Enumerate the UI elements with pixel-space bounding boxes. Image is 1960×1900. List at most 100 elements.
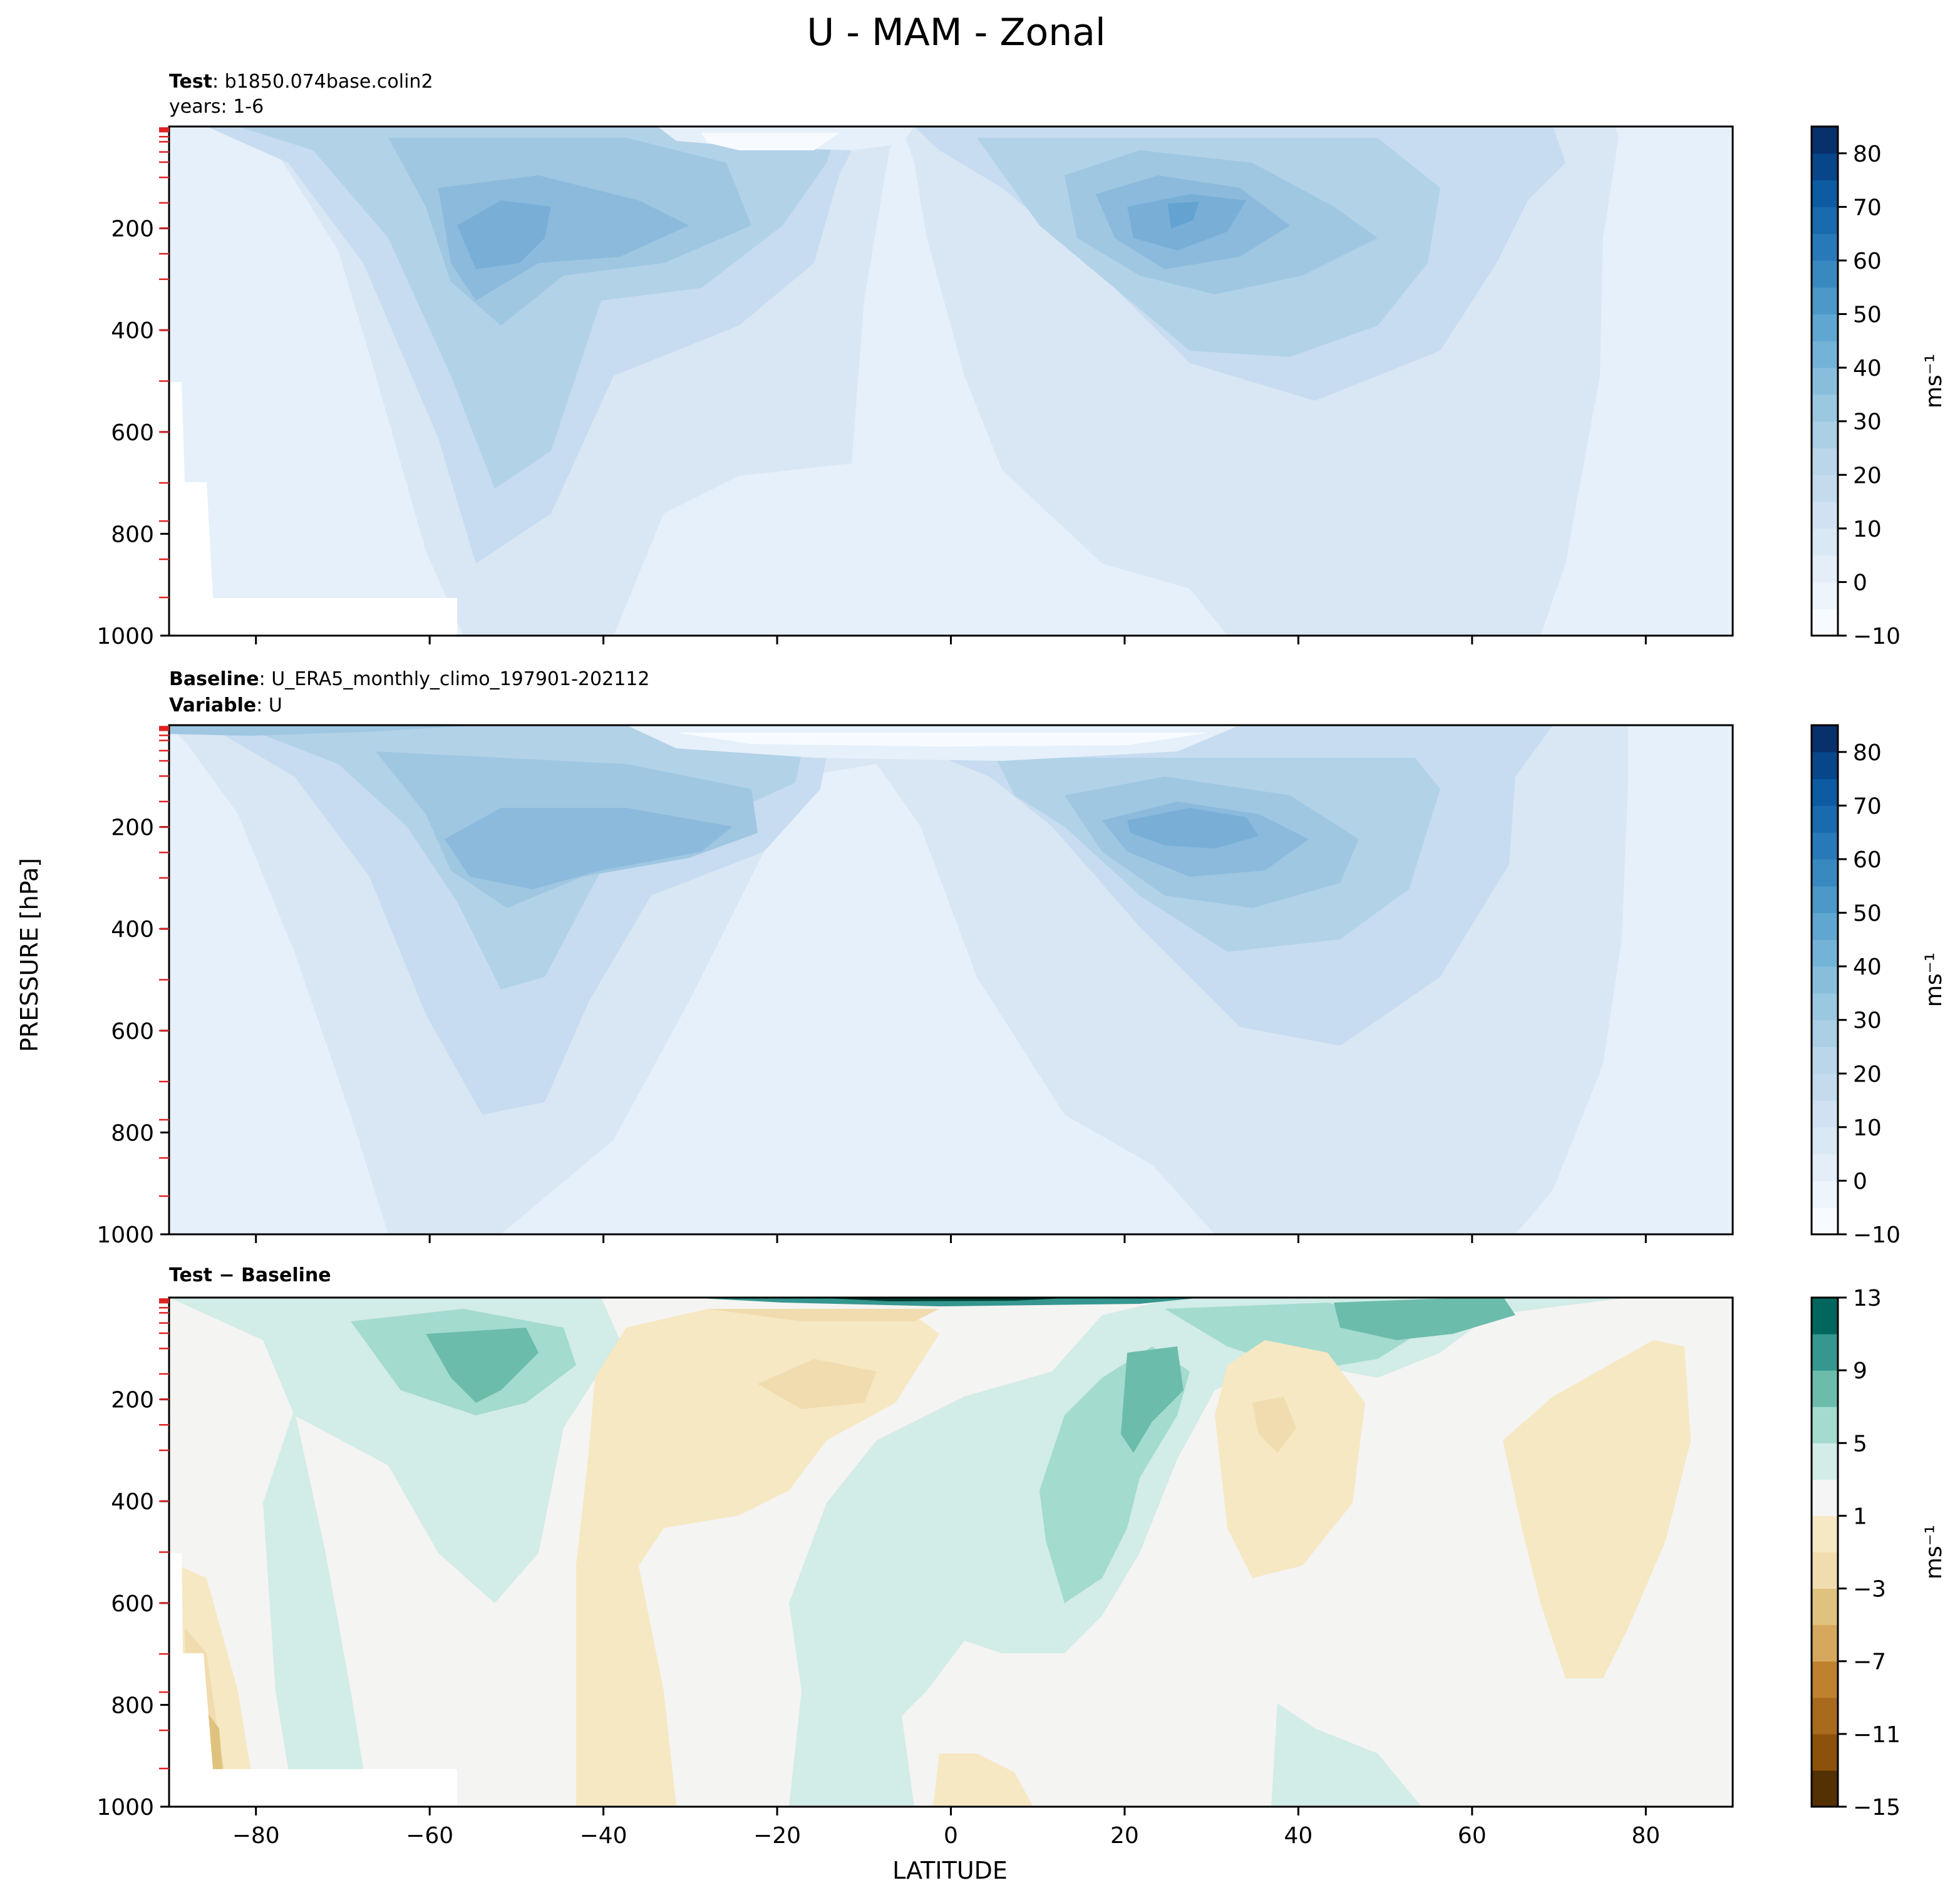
colorbar-frame — [1810, 724, 1839, 1236]
panel-test-x-ticks — [255, 636, 1647, 644]
y-tick-label: 600 — [111, 420, 154, 446]
colorbar-tick-label: 5 — [1853, 1431, 1867, 1457]
colorbar-swatch — [1812, 1298, 1838, 1335]
colorbar-swatch — [1812, 1180, 1838, 1208]
y-tick-label: 800 — [111, 1120, 154, 1146]
colorbar-swatch — [1812, 1127, 1838, 1155]
colorbar-swatch — [1812, 832, 1838, 860]
panel-test-header-text: : b1850.074base.colin2 — [212, 71, 433, 93]
x-tick-label: −40 — [580, 1823, 627, 1849]
colorbar-swatch — [1812, 528, 1838, 556]
panel-baseline-variable-bold: Variable — [169, 694, 256, 716]
contour-band — [1215, 1340, 1365, 1578]
colorbar-swatch — [1812, 1073, 1838, 1101]
colorbar-tick-label: 20 — [1853, 1061, 1882, 1087]
colorbar-swatch — [1812, 180, 1838, 207]
colorbar-label: ms⁻¹ — [1921, 953, 1947, 1007]
colorbar-swatch — [1812, 1479, 1838, 1516]
masked-surface — [169, 382, 457, 636]
colorbar-tick-label: 10 — [1853, 1115, 1882, 1141]
y-tick-label: 600 — [111, 1591, 154, 1617]
colorbar-swatch — [1812, 1443, 1838, 1480]
panel-baseline-header-line2: Variable: U — [169, 694, 282, 716]
colorbar-tick-label: 0 — [1853, 570, 1867, 596]
colorbar-swatch — [1812, 609, 1838, 636]
colorbar-tick-label: 9 — [1853, 1358, 1867, 1384]
colorbar-tick-label: 70 — [1853, 195, 1882, 220]
colorbar-swatch — [1812, 805, 1838, 833]
colorbar-tick-label: 40 — [1853, 954, 1882, 980]
contour-band — [1121, 1346, 1184, 1453]
contour-band — [457, 200, 551, 269]
y-tick-label: 400 — [111, 1489, 154, 1515]
colorbar-swatch — [1812, 555, 1838, 582]
colorbar-tick-label: −3 — [1853, 1577, 1886, 1603]
x-tick-label: 20 — [1110, 1823, 1139, 1849]
contour-band — [933, 1753, 1033, 1807]
colorbar-tick-label: 13 — [1853, 1286, 1882, 1311]
colorbar-swatch — [1812, 966, 1838, 994]
x-tick-label: −60 — [406, 1823, 453, 1849]
colorbar-tick-label: −11 — [1853, 1722, 1901, 1748]
colorbar-label: ms⁻¹ — [1921, 354, 1947, 408]
colorbar-swatch — [1812, 993, 1838, 1021]
colorbar-tick-label: 80 — [1853, 142, 1882, 167]
colorbar-swatch — [1812, 448, 1838, 475]
x-tick-label: −80 — [232, 1823, 280, 1849]
contour-band — [1168, 202, 1199, 229]
y-tick-label: 400 — [111, 917, 154, 942]
panel-baseline-header-line1: Baseline: U_ERA5_monthly_climo_197901-20… — [169, 668, 649, 690]
colorbar-tick-label: 60 — [1853, 847, 1882, 873]
colorbar-swatch — [1812, 582, 1838, 609]
colorbar-swatch — [1812, 1624, 1838, 1662]
colorbar-swatch — [1812, 1697, 1838, 1735]
panel-diff-contours — [169, 1298, 1733, 1807]
x-tick-label: 60 — [1458, 1823, 1487, 1849]
colorbar-swatch — [1812, 126, 1838, 154]
panel-test-header-line1: Test: b1850.074base.colin2 — [169, 71, 433, 93]
y-tick-label: 400 — [111, 318, 154, 344]
colorbar-tick-label: 0 — [1853, 1169, 1867, 1194]
colorbar-swatch — [1812, 859, 1838, 887]
colorbar-swatch — [1812, 1661, 1838, 1698]
y-tick-label: 1000 — [96, 1222, 154, 1248]
colorbar-swatch — [1812, 207, 1838, 234]
colorbar-swatch — [1812, 1154, 1838, 1181]
panel-test-header-line2: years: 1-6 — [169, 96, 264, 118]
x-tick-label: 0 — [944, 1823, 958, 1849]
contour-band — [689, 1298, 1202, 1306]
colorbar-tick-label: 40 — [1853, 356, 1882, 381]
panel-diff-red-ticks — [159, 1298, 169, 1770]
panel-test-y-ticks: 200 400 600 800 1000 — [96, 217, 169, 649]
panel-baseline-header-bold: Baseline — [169, 668, 259, 690]
panel-diff-y-ticks: 200 400 600 800 1000 — [96, 1388, 169, 1820]
colorbar-swatch — [1812, 1515, 1838, 1552]
colorbar-swatch — [1812, 475, 1838, 502]
panel-baseline-red-ticks — [159, 726, 169, 1197]
contour-band — [1334, 1298, 1515, 1340]
colorbar-swatch — [1812, 341, 1838, 368]
panel-test-red-ticks — [159, 127, 169, 599]
contour-band — [1127, 808, 1259, 849]
colorbar-diff: −15 −11 −7 −3 1 5 9 13 ms⁻¹ — [1810, 1286, 1947, 1820]
panel-baseline-y-ticks: 200 400 600 800 1000 — [96, 815, 169, 1248]
colorbar-label: ms⁻¹ — [1921, 1525, 1947, 1579]
colorbar-frame — [1810, 1296, 1839, 1808]
colorbar-tick-label: −7 — [1853, 1650, 1886, 1675]
colorbar-swatch — [1812, 1552, 1838, 1589]
y-tick-label: 800 — [111, 522, 154, 547]
colorbar-swatch — [1812, 1046, 1838, 1074]
y-axis-label: PRESSURE [hPa] — [16, 858, 43, 1052]
panel-baseline-x-ticks — [255, 1234, 1647, 1243]
colorbar-swatch — [1812, 885, 1838, 914]
y-tick-label: 800 — [111, 1693, 154, 1718]
panel-diff-header: Test − Baseline — [169, 1264, 331, 1286]
colorbar-swatch — [1812, 368, 1838, 395]
contour-band — [708, 1309, 939, 1321]
colorbar-swatch — [1812, 153, 1838, 181]
panel-test: Test: b1850.074base.colin2 years: 1-6 — [96, 71, 1947, 649]
colorbar-swatch — [1812, 421, 1838, 448]
panel-baseline-header-text: : U_ERA5_monthly_climo_197901-202112 — [259, 668, 650, 690]
colorbar-tick-label: 50 — [1853, 901, 1882, 927]
colorbar-swatch — [1812, 939, 1838, 967]
